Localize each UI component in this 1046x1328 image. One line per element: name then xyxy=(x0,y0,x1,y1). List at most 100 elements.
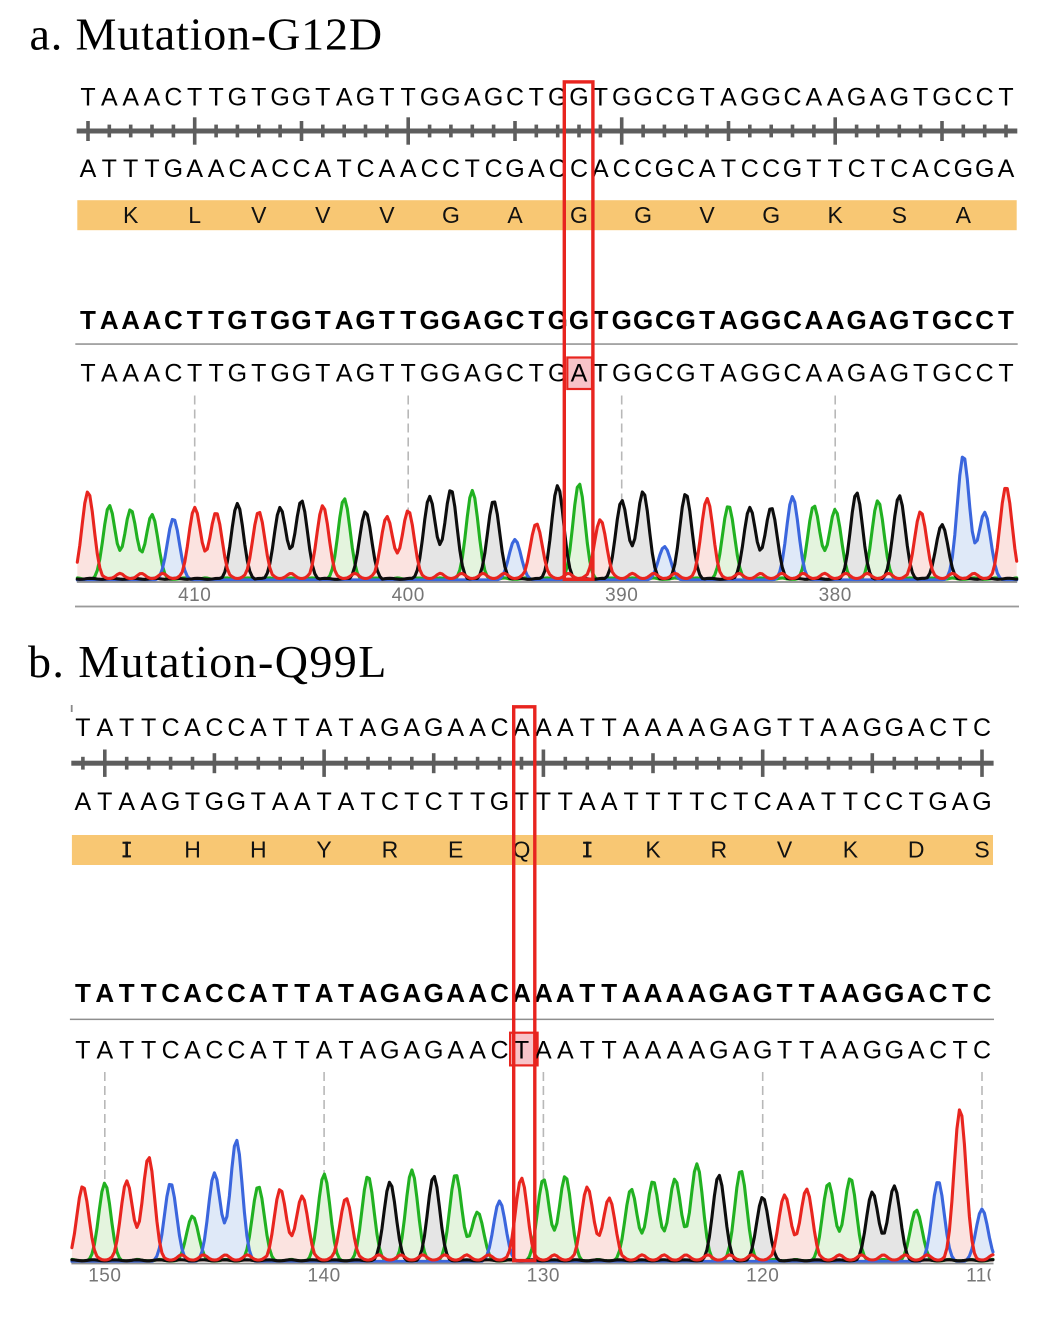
svg-text:T: T xyxy=(295,1037,310,1065)
svg-text:T: T xyxy=(623,788,638,816)
svg-text:C: C xyxy=(227,978,246,1008)
svg-text:T: T xyxy=(315,83,330,111)
svg-text:C: C xyxy=(973,978,992,1008)
svg-text:T: T xyxy=(799,1037,814,1065)
svg-text:T: T xyxy=(721,155,736,183)
svg-text:G: G xyxy=(633,360,652,388)
svg-text:C: C xyxy=(848,155,866,183)
svg-text:G: G xyxy=(783,155,802,183)
svg-text:T: T xyxy=(777,1037,792,1065)
svg-text:A: A xyxy=(144,83,161,111)
svg-text:A: A xyxy=(557,714,574,742)
svg-text:G: G xyxy=(709,714,728,742)
svg-text:410: 410 xyxy=(178,585,211,606)
svg-text:T: T xyxy=(119,978,135,1008)
svg-text:A: A xyxy=(842,1037,859,1065)
svg-text:A: A xyxy=(336,360,353,388)
svg-text:G: G xyxy=(761,305,781,335)
svg-text:T: T xyxy=(529,83,544,111)
svg-text:C: C xyxy=(205,714,223,742)
svg-text:A: A xyxy=(689,714,706,742)
svg-text:A: A xyxy=(118,788,135,816)
svg-text:T: T xyxy=(295,714,310,742)
svg-text:T: T xyxy=(401,360,416,388)
svg-text:A: A xyxy=(75,788,92,816)
svg-text:G: G xyxy=(890,360,909,388)
svg-text:T: T xyxy=(799,978,815,1008)
svg-text:D: D xyxy=(908,836,925,862)
svg-text:T: T xyxy=(777,978,793,1008)
svg-text:C: C xyxy=(741,155,759,183)
svg-text:C: C xyxy=(292,155,310,183)
svg-text:G: G xyxy=(612,83,631,111)
svg-text:A: A xyxy=(469,1037,486,1065)
svg-text:T: T xyxy=(514,788,529,816)
svg-text:G: G xyxy=(483,305,503,335)
svg-text:T: T xyxy=(80,305,96,335)
svg-text:G: G xyxy=(505,155,524,183)
svg-text:A: A xyxy=(908,1037,925,1065)
svg-text:A: A xyxy=(272,788,289,816)
svg-text:G: G xyxy=(634,202,652,228)
svg-text:A: A xyxy=(447,714,464,742)
svg-text:T: T xyxy=(208,83,223,111)
svg-text:T: T xyxy=(379,305,395,335)
svg-text:C: C xyxy=(570,155,588,183)
svg-text:A: A xyxy=(469,714,486,742)
svg-text:C: C xyxy=(762,155,780,183)
svg-text:T: T xyxy=(251,83,266,111)
svg-text:A: A xyxy=(827,360,844,388)
svg-text:H: H xyxy=(184,836,201,862)
svg-text:T: T xyxy=(645,788,660,816)
svg-text:G: G xyxy=(380,1037,399,1065)
svg-text:G: G xyxy=(928,788,947,816)
svg-text:A: A xyxy=(250,1037,267,1065)
svg-text:A: A xyxy=(719,305,738,335)
svg-text:G: G xyxy=(424,1037,443,1065)
svg-text:T: T xyxy=(141,978,157,1008)
svg-text:T: T xyxy=(187,305,203,335)
svg-text:T: T xyxy=(828,155,843,183)
svg-text:A: A xyxy=(827,83,844,111)
svg-text:T: T xyxy=(699,83,714,111)
svg-text:A: A xyxy=(250,155,267,183)
svg-text:T: T xyxy=(909,788,924,816)
svg-text:a. Mutation-G12D: a. Mutation-G12D xyxy=(30,8,383,59)
svg-text:390: 390 xyxy=(605,585,638,606)
svg-text:G: G xyxy=(270,305,290,335)
svg-text:C: C xyxy=(164,360,182,388)
svg-text:C: C xyxy=(164,83,182,111)
svg-text:G: G xyxy=(954,155,973,183)
svg-text:A: A xyxy=(622,978,641,1008)
svg-text:G: G xyxy=(862,978,882,1008)
svg-text:A: A xyxy=(186,155,203,183)
svg-text:A: A xyxy=(96,1037,113,1065)
svg-text:G: G xyxy=(676,360,695,388)
svg-text:C: C xyxy=(677,155,695,183)
svg-text:G: G xyxy=(380,978,400,1008)
svg-text:C: C xyxy=(506,360,524,388)
svg-text:T: T xyxy=(806,155,821,183)
svg-text:T: T xyxy=(185,788,200,816)
svg-text:A: A xyxy=(556,978,575,1008)
svg-text:T: T xyxy=(379,83,394,111)
svg-text:T: T xyxy=(843,788,858,816)
svg-text:A: A xyxy=(805,305,824,335)
svg-text:A: A xyxy=(535,714,552,742)
svg-text:T: T xyxy=(404,788,419,816)
svg-text:C: C xyxy=(162,714,180,742)
svg-text:400: 400 xyxy=(392,585,425,606)
svg-text:T: T xyxy=(102,155,117,183)
svg-text:A: A xyxy=(579,788,596,816)
svg-text:T: T xyxy=(536,788,551,816)
svg-text:A: A xyxy=(806,83,823,111)
svg-text:T: T xyxy=(75,1037,90,1065)
svg-text:C: C xyxy=(425,788,443,816)
svg-text:C: C xyxy=(164,305,183,335)
svg-text:T: T xyxy=(251,788,266,816)
svg-text:G: G xyxy=(847,83,866,111)
svg-text:C: C xyxy=(954,83,972,111)
svg-text:G: G xyxy=(740,83,759,111)
svg-text:G: G xyxy=(380,714,399,742)
svg-text:A: A xyxy=(359,978,378,1008)
